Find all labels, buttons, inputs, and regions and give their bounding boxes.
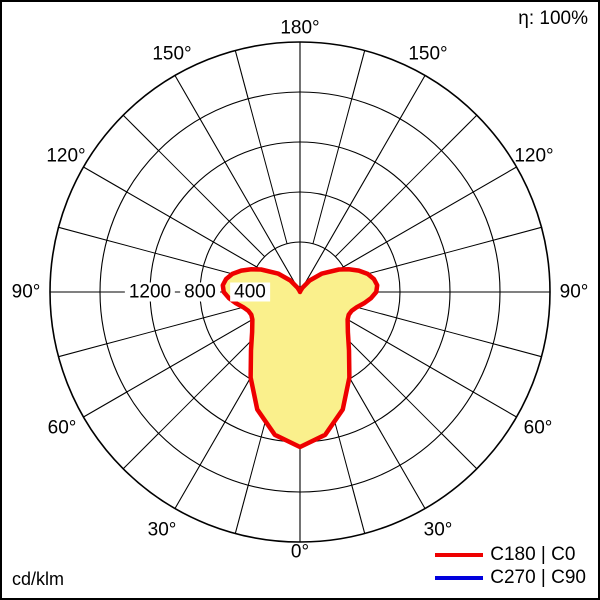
grid-spoke-210 (299, 75, 426, 293)
angle-label-0deg-0: 0° (290, 541, 310, 563)
grid-subspoke-255-2 (396, 252, 446, 267)
angle-label-30deg-2: 30° (423, 519, 453, 541)
grid-subspoke-45-2 (193, 362, 230, 399)
grid-subspoke-285-3 (444, 330, 494, 345)
intensity-curve-outline (220, 267, 380, 450)
grid-subspoke-315-3 (405, 397, 442, 434)
angle-label-150deg-9: 150° (152, 43, 192, 65)
legend-label-c180-c0: C180 | C0 (490, 544, 576, 565)
grid-subspoke-315-2 (370, 362, 407, 399)
grid-spoke-225 (441, 114, 478, 151)
grid-subspoke-225-2 (370, 185, 407, 222)
grid-subspoke-195-3 (338, 98, 353, 148)
grid-spoke-195 (351, 50, 366, 99)
grid-subspoke-105-2 (154, 252, 204, 267)
grid-subspoke-165-3 (247, 98, 262, 148)
grid-subspoke-75-3 (106, 330, 156, 345)
angle-label-120deg-7: 120° (46, 145, 86, 167)
grid-spoke-75 (58, 343, 107, 358)
grid-subspoke-345-3 (338, 436, 353, 486)
radial-label-400: 400 (230, 282, 270, 302)
grid-subspoke-135-2 (193, 185, 230, 222)
intensity-curve-c180-c0 (220, 267, 380, 450)
angle-label-150deg-10: 150° (408, 43, 448, 65)
grid-spoke-150 (174, 75, 301, 293)
legend-label-c270-c90: C270 | C90 (490, 567, 586, 588)
legend-swatch-c180-c0 (435, 552, 484, 557)
grid-subspoke-75-2 (154, 317, 204, 332)
grid-spoke-165 (234, 50, 249, 99)
grid-spoke-285 (493, 343, 542, 358)
angle-label-180deg-11: 180° (280, 17, 320, 39)
grid-subspoke-225-3 (405, 150, 442, 187)
legend-swatch-c270-c90 (435, 575, 484, 580)
angle-label-120deg-8: 120° (514, 145, 554, 167)
grid-spoke-135 (122, 114, 159, 151)
grid-subspoke-195-2 (325, 146, 340, 196)
grid-subspoke-135-1 (228, 220, 265, 257)
grid-subspoke-15-3 (247, 436, 262, 486)
grid-subspoke-165-2 (260, 146, 275, 196)
unit-label: cd/klm (12, 569, 65, 589)
legend-item-c270-c90[interactable]: C270 | C90 (435, 567, 586, 588)
legend: C180 | C0 C270 | C90 (435, 544, 586, 588)
grid-subspoke-195-1 (312, 195, 327, 244)
grid-spoke-105 (58, 226, 107, 241)
radial-label-800: 800 (180, 282, 220, 302)
angle-label-30deg-1: 30° (147, 519, 177, 541)
grid-spoke-345 (351, 485, 366, 534)
grid-subspoke-45-3 (158, 397, 195, 434)
intensity-curve-fill (222, 269, 378, 447)
grid-spoke-255 (493, 226, 542, 241)
radial-label-1200: 1200 (124, 282, 176, 302)
legend-item-c180-c0[interactable]: C180 | C0 (435, 544, 575, 565)
grid-spoke-315 (441, 433, 478, 470)
angle-label-60deg-4: 60° (523, 417, 553, 439)
angle-label-90deg-6: 90° (559, 281, 589, 303)
grid-subspoke-105-3 (106, 239, 156, 254)
grid-subspoke-285-2 (396, 317, 446, 332)
grid-subspoke-225-1 (335, 220, 372, 257)
efficiency-label: η: 100% (518, 8, 588, 29)
grid-subspoke-255-3 (444, 239, 494, 254)
grid-subspoke-135-3 (158, 150, 195, 187)
grid-spoke-45 (122, 433, 159, 470)
angle-label-60deg-3: 60° (47, 417, 77, 439)
grid-spoke-15 (234, 485, 249, 534)
angle-label-90deg-5: 90° (11, 281, 41, 303)
grid-subspoke-165-1 (273, 195, 288, 244)
